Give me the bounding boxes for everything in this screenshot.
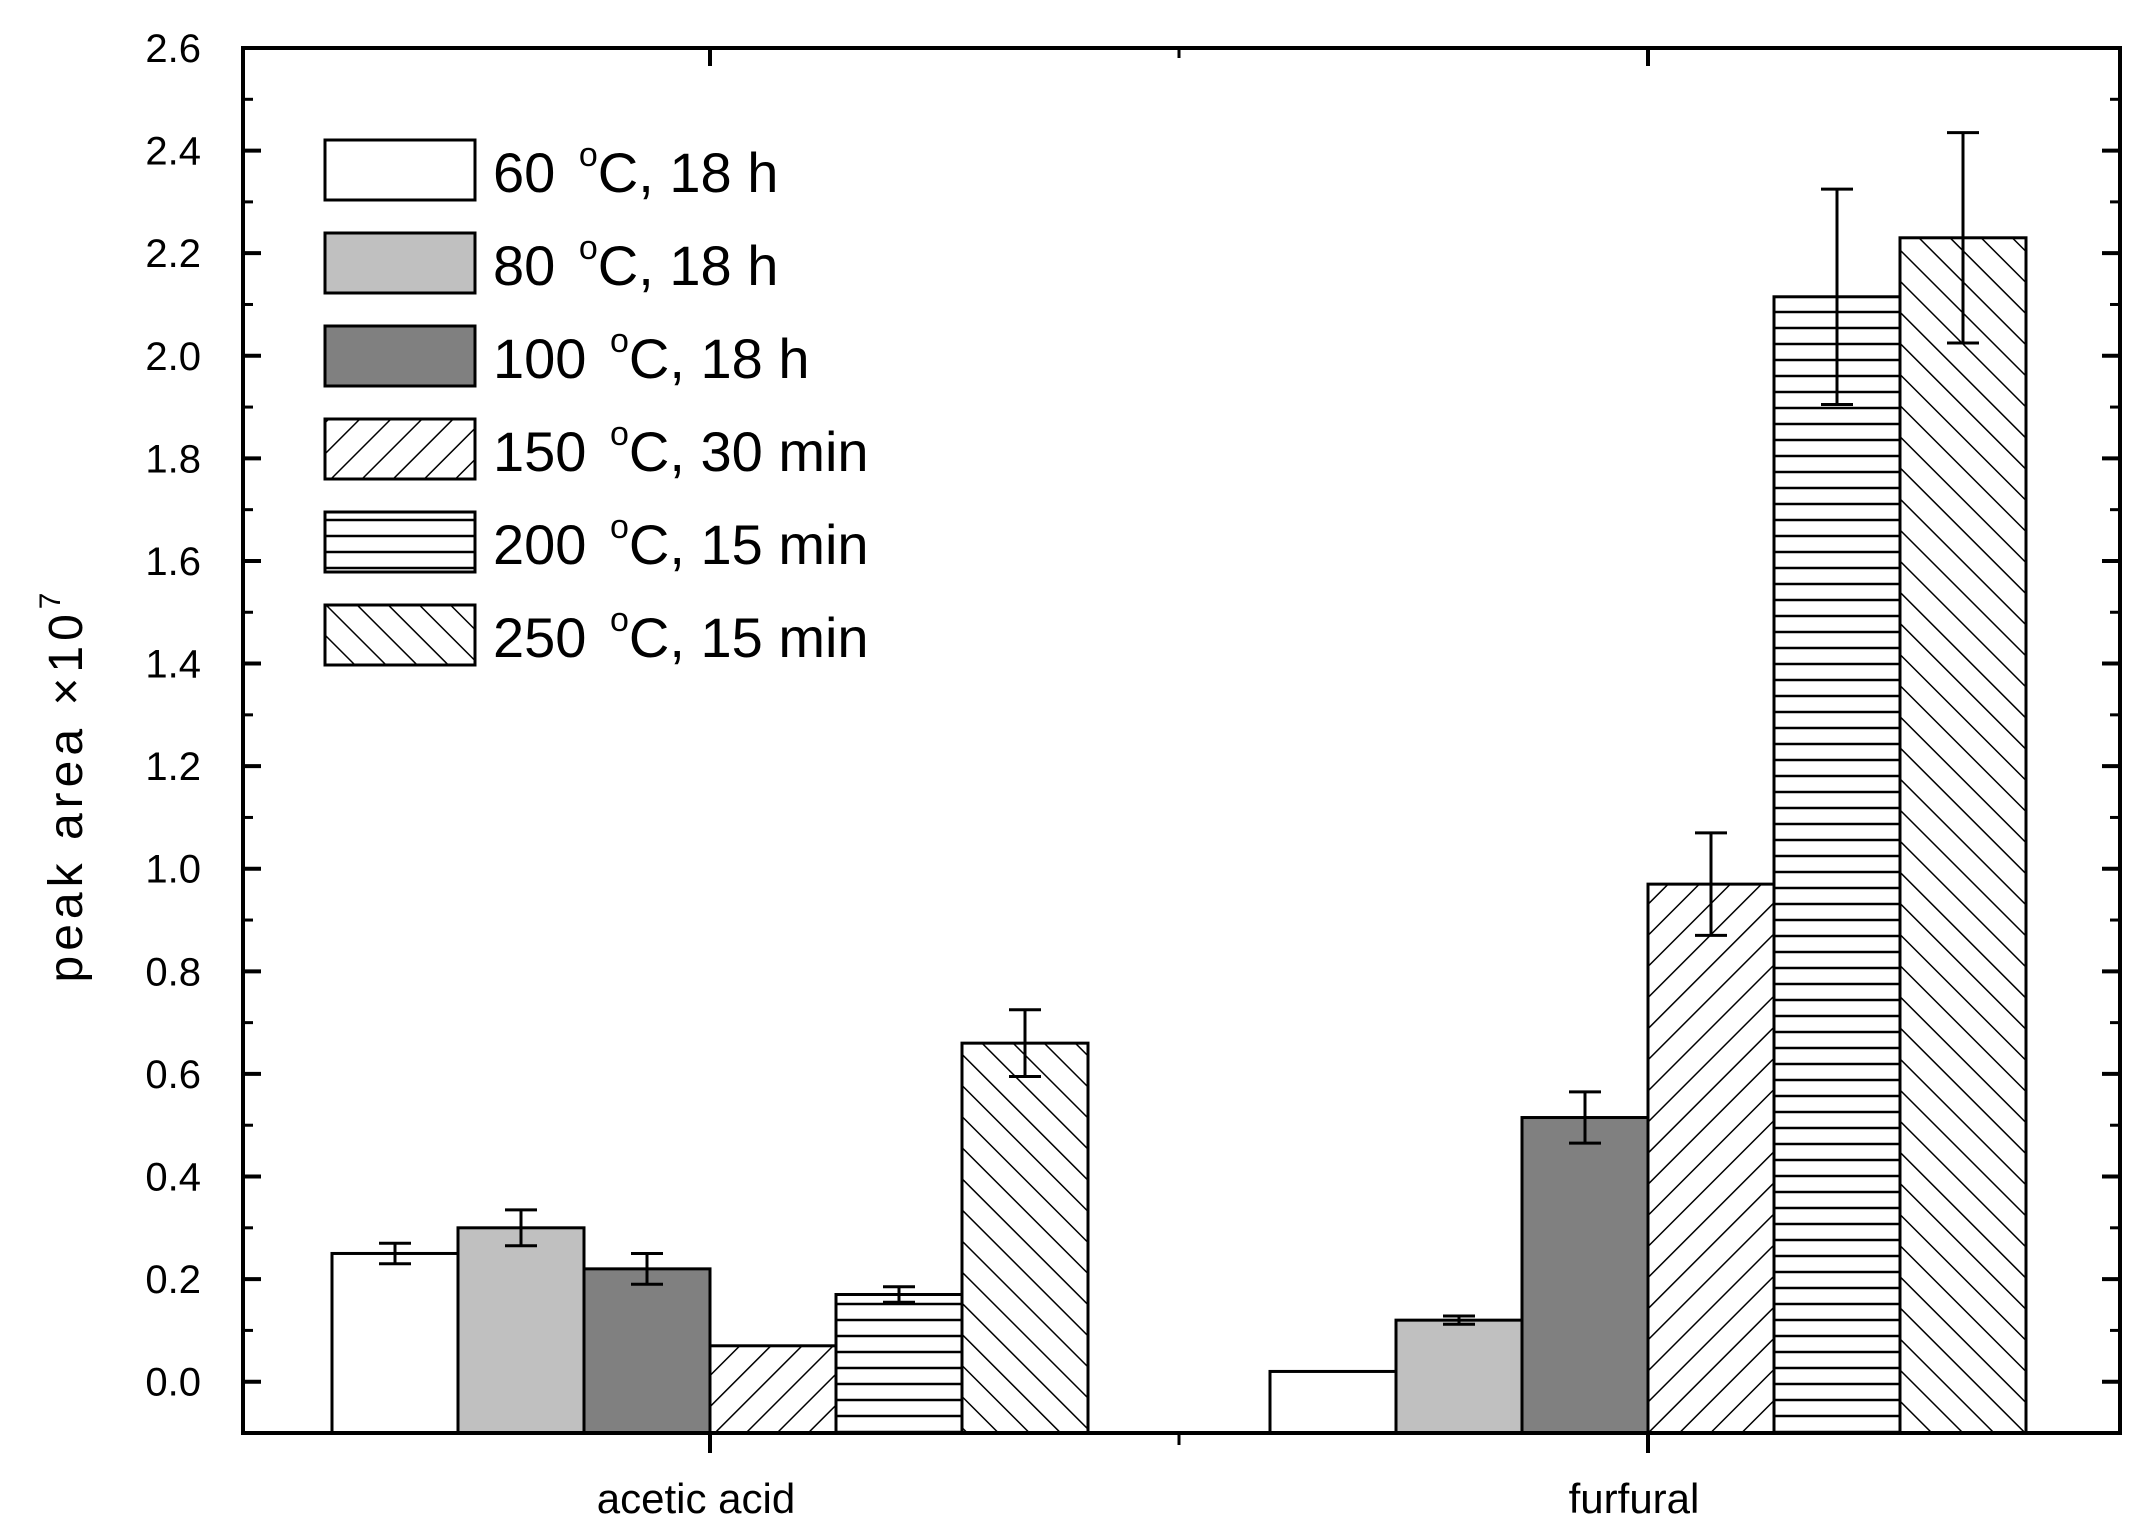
- legend-swatch-6: [323, 603, 477, 667]
- bar-1-acetic-acid: [330, 1251, 460, 1435]
- y-tick-label: 1.6: [145, 540, 201, 584]
- y-tick-label: 2.2: [145, 232, 201, 276]
- bar-3-acetic-acid: [582, 1267, 712, 1435]
- legend-label-5: 200 oC, 15 min: [493, 508, 869, 576]
- bar-4-acetic-acid: [708, 1344, 838, 1435]
- legend-swatch-4: [323, 417, 477, 481]
- bar-6-acetic-acid: [960, 1041, 1090, 1435]
- y-axis-label-exponent: 7: [34, 588, 67, 610]
- y-tick-label: 1.4: [145, 643, 201, 687]
- legend-swatch-2: [323, 231, 477, 295]
- bar-1-furfural: [1268, 1369, 1398, 1435]
- axes-group: 0.0 0.2 0.4 0.6 0.8 1.0 1.2 1.4 1.6 1.8 2.0 2.2 2.4 2…: [145, 27, 2122, 1522]
- bar-2-acetic-acid: [456, 1226, 586, 1435]
- error-bars-group: [379, 131, 1979, 1326]
- legend: 60 oC, 18 h 80 oC, 18 h 100 oC, 18 h 150 oC…: [323, 136, 869, 669]
- y-tick-label: 1.8: [145, 437, 201, 481]
- bar-5-acetic-acid: [834, 1293, 964, 1435]
- y-tick-label: 0.2: [145, 1258, 201, 1302]
- bar-5-furfural: [1772, 295, 1902, 1435]
- legend-label-2: 80 oC, 18 h: [493, 229, 778, 297]
- legend-label-4: 150 oC, 30 min: [493, 415, 869, 483]
- bar-4-furfural: [1646, 882, 1776, 1435]
- bar-6-furfural: [1898, 236, 2028, 1435]
- y-axis-label: peak area ×107: [34, 588, 93, 983]
- legend-label-1: 60 oC, 18 h: [493, 136, 778, 204]
- y-tick-label: 0.6: [145, 1053, 201, 1097]
- y-tick-label: 0.8: [145, 950, 201, 994]
- bar-3-furfural: [1520, 1116, 1650, 1435]
- y-tick-label: 2.4: [145, 130, 201, 174]
- y-tick-label: 2.6: [145, 27, 201, 71]
- y-tick-label: 0.0: [145, 1361, 201, 1405]
- bar-2-furfural: [1394, 1318, 1524, 1435]
- y-tick-label: 0.4: [145, 1156, 201, 1200]
- y-axis-label-text: peak area ×10: [40, 609, 93, 982]
- plot-frame: [241, 46, 2122, 1435]
- legend-label-6: 250 oC, 15 min: [493, 601, 869, 669]
- legend-swatch-1: [323, 138, 477, 202]
- bars-group: [330, 236, 2028, 1435]
- y-tick-label: 1.0: [145, 848, 201, 892]
- y-tick-label: 1.2: [145, 745, 201, 789]
- legend-swatch-3: [323, 324, 477, 388]
- x-category-label-acetic-acid: acetic acid: [597, 1475, 795, 1522]
- x-category-label-furfural: furfural: [1569, 1475, 1700, 1522]
- y-tick-label: 2.0: [145, 335, 201, 379]
- legend-label-3: 100 oC, 18 h: [493, 322, 809, 390]
- legend-swatch-5: [323, 510, 477, 574]
